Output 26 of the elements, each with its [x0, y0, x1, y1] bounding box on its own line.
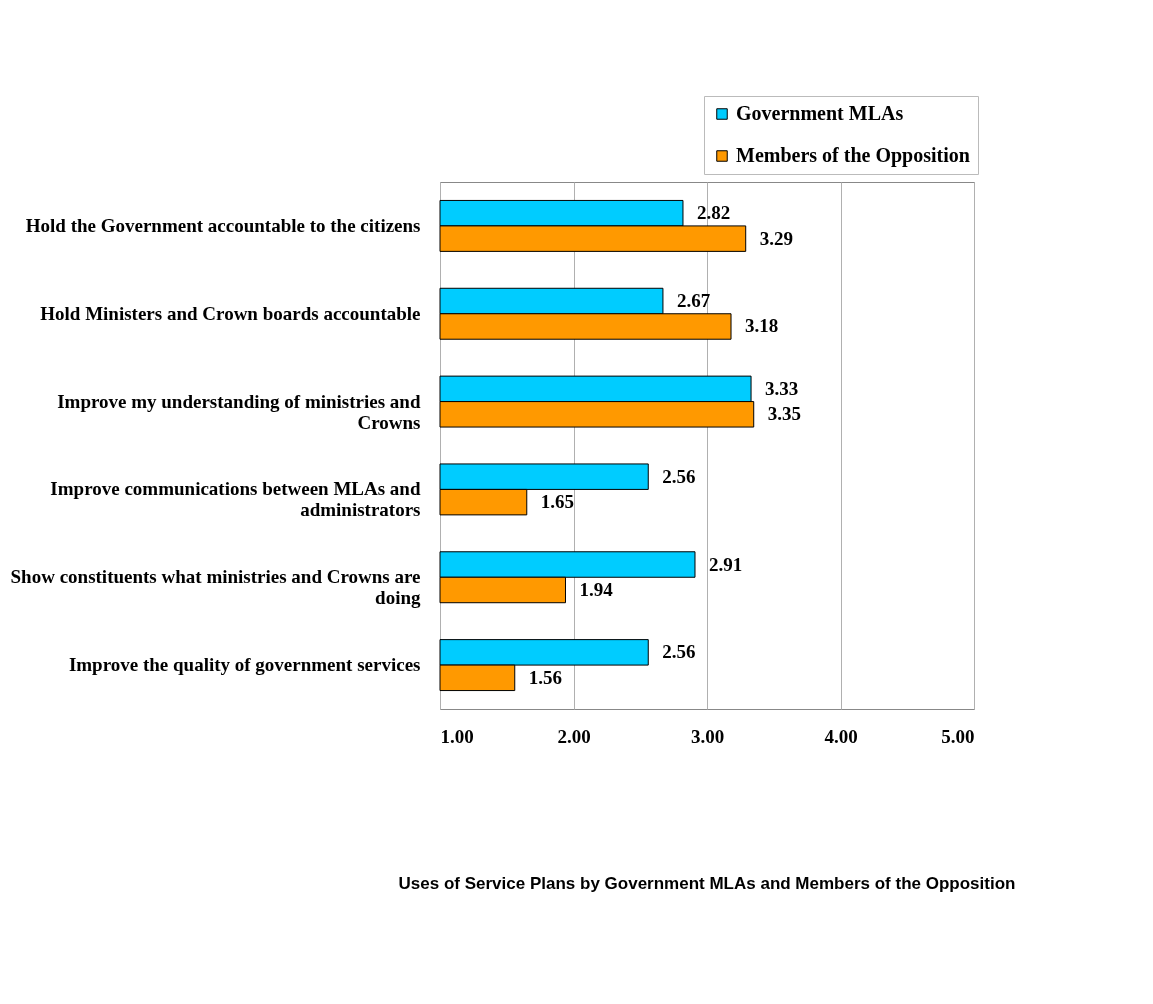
x-tick-label: 1.00: [440, 725, 474, 747]
data-label: 3.35: [767, 403, 801, 425]
data-label: 2.82: [696, 202, 731, 224]
x-tick-label: 2.00: [557, 725, 591, 747]
y-tick-label: Show constituents what ministries and Crowns are doing: [10, 566, 421, 609]
x-tick-label: 5.00: [941, 725, 975, 747]
data-label: 1.65: [540, 491, 575, 513]
y-tick-label: Improve communications between MLAs and administrators: [50, 478, 421, 521]
text: Uses of Service Plans by Government MLAs and Members of the Opposition: [398, 874, 1016, 893]
data-label: 3.29: [759, 227, 793, 249]
data-label: 2.56: [662, 465, 696, 487]
legend-label: Government MLAs: [736, 102, 904, 124]
data-label: 3.18: [745, 315, 779, 337]
data-label: 2.67: [676, 290, 711, 312]
data-label: 2.56: [662, 641, 696, 663]
data-label: 2.91: [708, 553, 743, 575]
data-label: 3.33: [765, 377, 799, 399]
data-label: 1.94: [579, 578, 614, 600]
y-tick-label: Hold Ministers and Crown boards accountable: [40, 302, 421, 324]
data-label: 1.56: [528, 666, 563, 688]
x-tick-label: 4.00: [824, 725, 858, 747]
y-tick-label: Improve my understanding of ministries and Crowns: [57, 390, 421, 433]
y-tick-label: Improve the quality of government services: [68, 654, 421, 676]
x-tick-label: 3.00: [690, 725, 725, 747]
legend-label: Members of the Opposition: [736, 144, 970, 167]
y-tick-label: Hold the Government accountable to the citizens: [25, 214, 421, 236]
